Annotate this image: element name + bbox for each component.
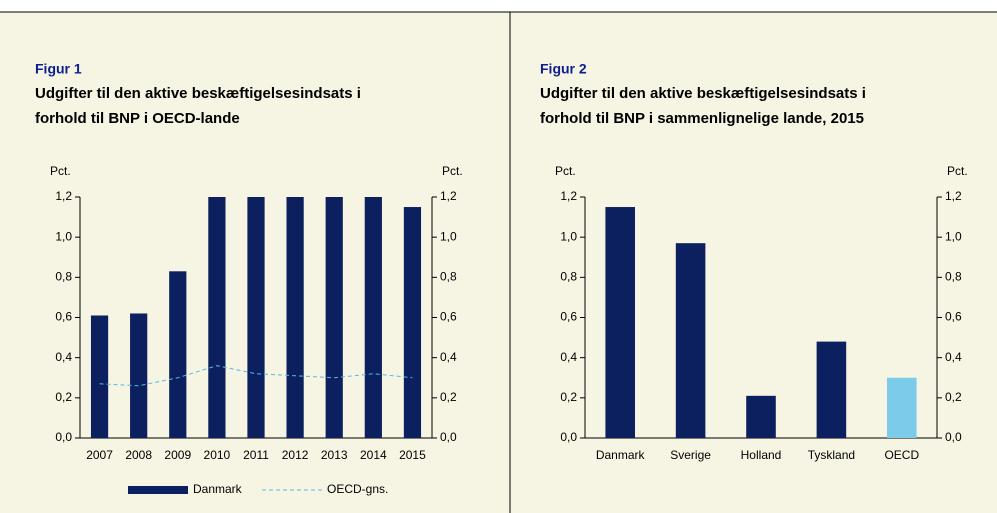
bar bbox=[208, 197, 226, 438]
bar bbox=[746, 395, 776, 438]
x-tick-label: 2009 bbox=[164, 448, 191, 462]
chart-title: Udgifter til den aktive beskæftigelsesin… bbox=[540, 85, 866, 102]
y-tick-label: 1,0 bbox=[560, 229, 577, 243]
y-axis-label: Pct. bbox=[555, 164, 576, 178]
x-tick-label: 2010 bbox=[204, 448, 231, 462]
bar bbox=[887, 377, 917, 438]
y2-tick-label: 1,0 bbox=[440, 229, 457, 243]
y2-axis-label: Pct. bbox=[442, 164, 463, 178]
legend-label: Danmark bbox=[193, 482, 243, 496]
bar bbox=[286, 197, 304, 438]
x-tick-label: 2012 bbox=[282, 448, 309, 462]
y2-tick-label: 0,0 bbox=[945, 430, 962, 444]
y2-tick-label: 1,2 bbox=[945, 189, 962, 203]
y-tick-label: 0,2 bbox=[560, 390, 577, 404]
x-tick-label: 2007 bbox=[86, 448, 113, 462]
bar bbox=[403, 207, 422, 438]
bar bbox=[605, 207, 635, 438]
y2-tick-label: 0,2 bbox=[945, 390, 962, 404]
y2-tick-label: 0,6 bbox=[440, 310, 457, 324]
figure-label: Figur 1 bbox=[35, 61, 82, 77]
y2-tick-label: 0,4 bbox=[440, 350, 457, 364]
y-tick-label: 0,0 bbox=[55, 430, 72, 444]
x-tick-label: 2015 bbox=[399, 448, 426, 462]
y-tick-label: 0,6 bbox=[55, 310, 72, 324]
y2-tick-label: 1,2 bbox=[440, 189, 457, 203]
x-tick-label: 2013 bbox=[321, 448, 348, 462]
legend-label: OECD-gns. bbox=[327, 482, 388, 496]
bar bbox=[675, 243, 706, 438]
y2-tick-label: 0,6 bbox=[945, 310, 962, 324]
bar bbox=[247, 197, 265, 438]
bar bbox=[169, 271, 187, 438]
y2-tick-label: 0,0 bbox=[440, 430, 457, 444]
y2-tick-label: 0,8 bbox=[440, 270, 457, 284]
y-tick-label: 0,8 bbox=[55, 270, 72, 284]
legend-swatch bbox=[128, 486, 188, 494]
x-tick-label: 2011 bbox=[243, 448, 269, 462]
x-tick-label: Danmark bbox=[596, 448, 646, 462]
y-tick-label: 0,2 bbox=[55, 390, 72, 404]
x-tick-label: 2014 bbox=[360, 448, 387, 462]
bar bbox=[325, 197, 343, 438]
y-tick-label: 1,0 bbox=[55, 229, 72, 243]
y-tick-label: 1,2 bbox=[55, 189, 72, 203]
y-tick-label: 1,2 bbox=[560, 189, 577, 203]
figure-label: Figur 2 bbox=[540, 61, 587, 77]
chart-title: forhold til BNP i OECD-lande bbox=[35, 110, 240, 127]
y-tick-label: 0,4 bbox=[55, 350, 72, 364]
bar bbox=[90, 315, 109, 438]
y-axis-label: Pct. bbox=[50, 164, 71, 178]
chart-title: forhold til BNP i sammenlignelige lande,… bbox=[540, 110, 864, 127]
bar bbox=[364, 197, 382, 438]
y2-axis-label: Pct. bbox=[947, 164, 968, 178]
chart-title: Udgifter til den aktive beskæftigelsesin… bbox=[35, 85, 361, 102]
y-tick-label: 0,6 bbox=[560, 310, 577, 324]
y2-tick-label: 0,2 bbox=[440, 390, 457, 404]
y-tick-label: 0,4 bbox=[560, 350, 577, 364]
y-tick-label: 0,0 bbox=[560, 430, 577, 444]
line bbox=[99, 365, 413, 387]
x-tick-label: Sverige bbox=[670, 448, 711, 462]
bar bbox=[130, 313, 148, 438]
y-tick-label: 0,8 bbox=[560, 270, 577, 284]
y2-tick-label: 1,0 bbox=[945, 229, 962, 243]
y2-tick-label: 0,4 bbox=[945, 350, 962, 364]
x-tick-label: OECD bbox=[884, 448, 919, 462]
x-tick-label: 2008 bbox=[125, 448, 152, 462]
bar bbox=[816, 341, 847, 438]
x-tick-label: Tyskland bbox=[808, 448, 855, 462]
x-tick-label: Holland bbox=[741, 448, 782, 462]
y2-tick-label: 0,8 bbox=[945, 270, 962, 284]
